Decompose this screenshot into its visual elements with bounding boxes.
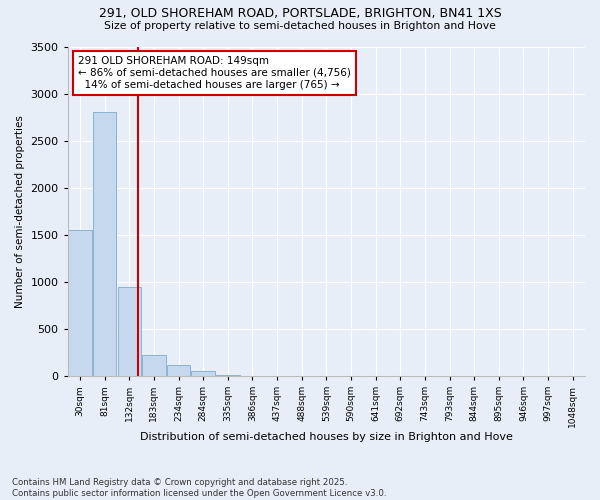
Bar <box>167 364 190 376</box>
Text: Contains HM Land Registry data © Crown copyright and database right 2025.
Contai: Contains HM Land Registry data © Crown c… <box>12 478 386 498</box>
Bar <box>142 355 166 376</box>
Text: Size of property relative to semi-detached houses in Brighton and Hove: Size of property relative to semi-detach… <box>104 21 496 31</box>
Bar <box>191 371 215 376</box>
Bar <box>68 230 92 376</box>
Text: 291 OLD SHOREHAM ROAD: 149sqm
← 86% of semi-detached houses are smaller (4,756)
: 291 OLD SHOREHAM ROAD: 149sqm ← 86% of s… <box>78 56 351 90</box>
Bar <box>93 112 116 376</box>
Text: 291, OLD SHOREHAM ROAD, PORTSLADE, BRIGHTON, BN41 1XS: 291, OLD SHOREHAM ROAD, PORTSLADE, BRIGH… <box>98 8 502 20</box>
Y-axis label: Number of semi-detached properties: Number of semi-detached properties <box>15 115 25 308</box>
X-axis label: Distribution of semi-detached houses by size in Brighton and Hove: Distribution of semi-detached houses by … <box>140 432 513 442</box>
Bar <box>118 286 141 376</box>
